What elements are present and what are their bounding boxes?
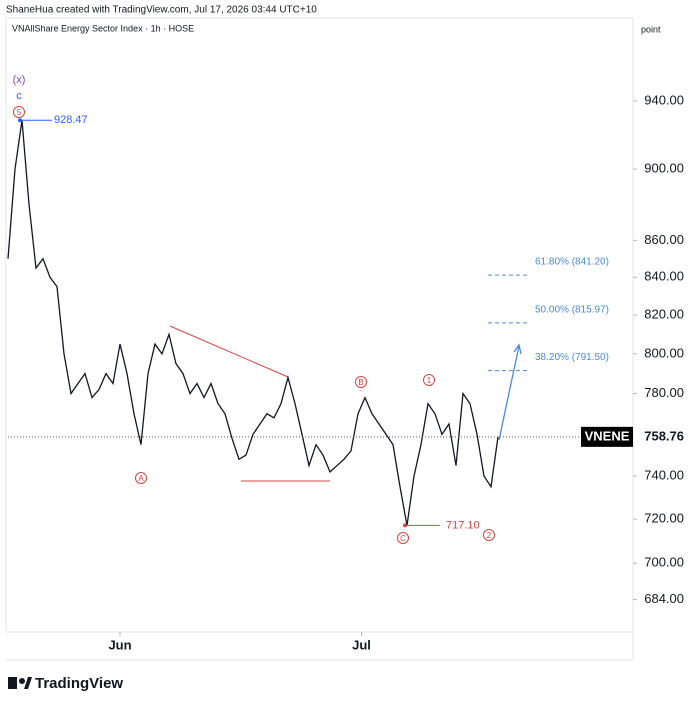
footer-brand: TradingView <box>35 675 123 692</box>
price-mark-label: 928.47 <box>54 114 88 126</box>
wave-circle <box>135 472 147 484</box>
header: ShaneHua created with TradingView.com, J… <box>6 5 317 16</box>
wave-label: C <box>400 534 406 543</box>
projection-arrow <box>498 345 520 441</box>
logo-mark <box>19 678 25 684</box>
y-tick-label: 720.00 <box>644 511 684 526</box>
trend-line <box>169 325 289 378</box>
wave-label: 2 <box>487 531 492 540</box>
y-tick-label: 684.00 <box>644 591 684 606</box>
y-tick-label: 900.00 <box>644 161 684 176</box>
price-line <box>7 120 499 526</box>
fib-label: 50.00% (815.97) <box>535 304 609 315</box>
wave-label: A <box>138 474 144 483</box>
wave-circle <box>397 532 409 544</box>
x-tick-label: Jul <box>352 637 371 652</box>
wave-circle <box>355 376 367 388</box>
y-tick-label: 860.00 <box>644 232 684 247</box>
x-tick-label: Jun <box>108 637 131 652</box>
last-price-tag <box>581 426 633 447</box>
arrow-head <box>513 343 522 355</box>
last-price-label: 758.76 <box>644 428 684 443</box>
price-mark-label: 717.10 <box>446 519 480 531</box>
y-tick-label: 780.00 <box>644 385 684 400</box>
logo: TradingView <box>8 675 123 692</box>
wave-label: 5 <box>17 108 22 117</box>
logo-mark <box>8 677 17 689</box>
last-price-box <box>634 426 692 447</box>
fib-label: 61.80% (841.20) <box>535 257 609 268</box>
y-tick-label: 840.00 <box>644 269 684 284</box>
y-tick-label: 700.00 <box>644 555 684 570</box>
logo-mark <box>24 677 32 689</box>
y-tick-label: 800.00 <box>644 345 684 360</box>
fib-label: 38.20% (791.50) <box>535 352 609 363</box>
wave-label: 1 <box>427 376 432 385</box>
wave-label: B <box>358 378 363 387</box>
axis-header: point <box>641 24 661 34</box>
wave-label: (x) <box>13 74 26 86</box>
chart-title: VNAllShare Energy Sector Index · 1h · HO… <box>12 23 194 33</box>
series-name: VNENE <box>585 428 630 443</box>
wave-circle <box>423 374 435 386</box>
y-tick-label: 820.00 <box>644 307 684 322</box>
wave-circle <box>13 106 25 118</box>
wave-circle <box>483 529 495 541</box>
wave-label: c <box>16 90 22 102</box>
y-tick-label: 740.00 <box>644 468 684 483</box>
y-tick-label: 940.00 <box>644 92 684 107</box>
